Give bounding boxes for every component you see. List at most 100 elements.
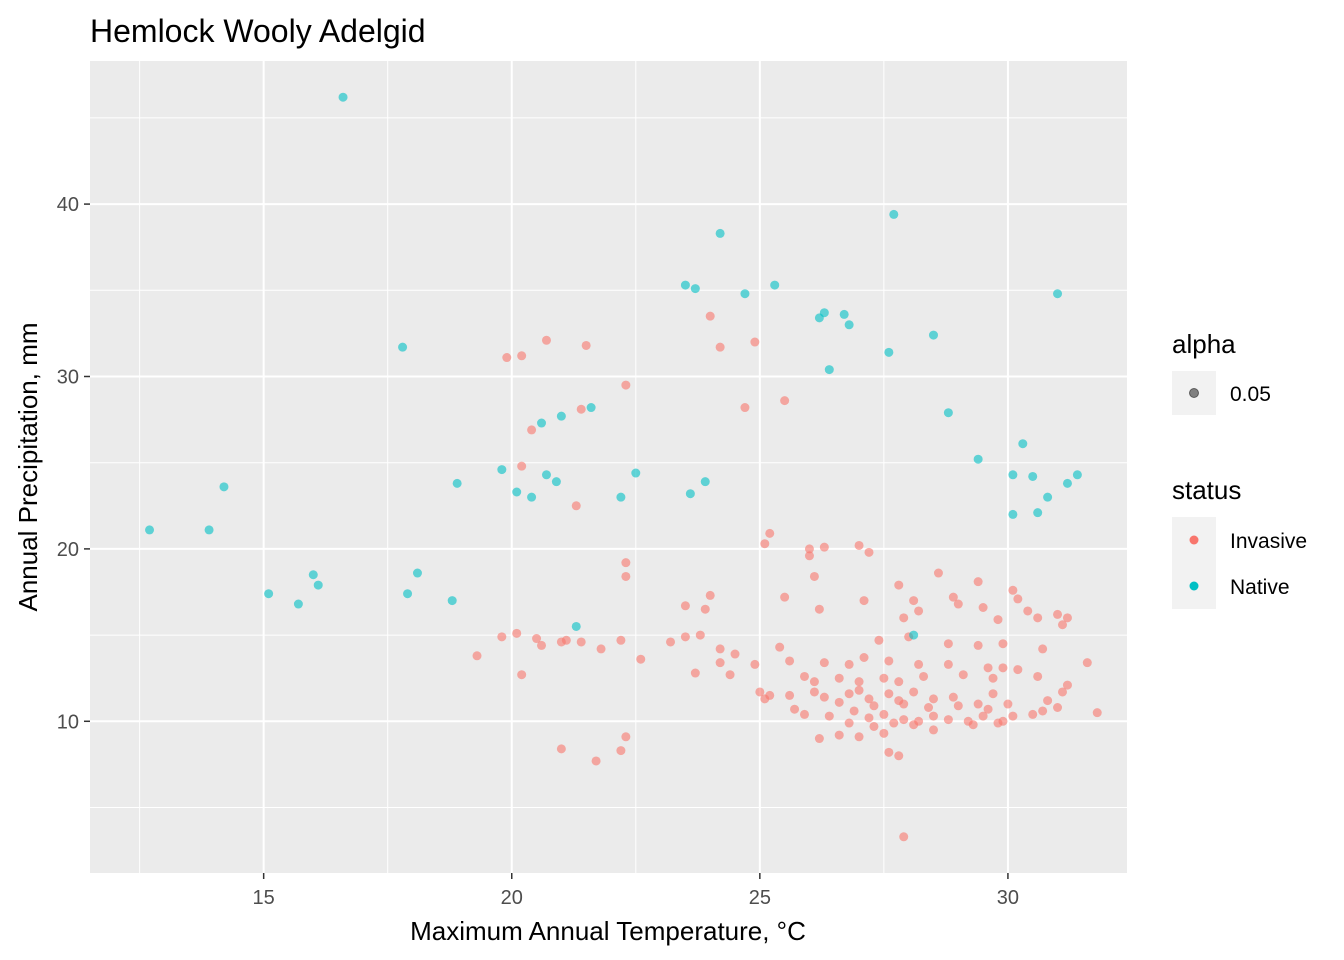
data-point [894,677,904,687]
data-point [1013,594,1023,604]
data-point [859,653,869,663]
data-point [909,596,919,606]
data-point [532,634,542,644]
data-point [680,601,690,611]
data-point [512,628,522,638]
data-point [666,637,676,647]
data-point [869,701,879,711]
data-point [978,603,988,613]
data-point [943,639,953,649]
data-point [338,92,348,102]
data-point [1062,478,1072,488]
data-point [869,721,879,731]
data-point [1057,687,1067,697]
data-point [1008,711,1018,721]
data-point [527,425,537,435]
data-point [556,411,566,421]
data-point [958,670,968,680]
data-point [517,461,527,471]
data-point [804,544,814,554]
data-point [928,694,938,704]
data-point [541,470,551,480]
y-tick-label: 10 [57,711,79,733]
data-point [914,606,924,616]
data-point [497,632,507,642]
data-point [621,380,631,390]
data-point [998,663,1008,673]
data-point [914,659,924,669]
data-point [973,699,983,709]
data-point [1082,658,1092,668]
data-point [884,689,894,699]
data-point [537,640,547,650]
x-tick-label: 25 [749,887,771,909]
data-point [556,744,566,754]
data-point [790,704,800,714]
data-point [983,704,993,714]
data-point [537,418,547,428]
axis-ticks: 15 20 25 30 10 20 30 40 [57,194,1019,909]
data-point [576,637,586,647]
data-point [909,720,919,730]
data-point [636,654,646,664]
data-point [973,454,983,464]
data-point [943,659,953,669]
data-point [834,697,844,707]
data-point [834,730,844,740]
data-point [983,663,993,673]
data-point [750,659,760,669]
data-point [879,728,889,738]
data-point [596,644,606,654]
data-point [874,635,884,645]
data-point [740,403,750,413]
data-point [715,342,725,352]
x-tick-label: 20 [501,887,523,909]
data-point [854,540,864,550]
data-point [988,673,998,683]
data-point [785,656,795,666]
data-point [591,756,601,766]
data-point [715,644,725,654]
data-point [760,539,770,549]
data-point [1023,606,1033,616]
data-point [849,706,859,716]
data-point [621,558,631,568]
data-point [899,613,909,623]
data-point [571,501,581,511]
legend-status-title: status [1172,475,1241,505]
data-point [581,340,591,350]
data-point [219,482,229,492]
data-point [740,289,750,299]
data-point [814,734,824,744]
data-point [517,351,527,361]
data-point [839,309,849,319]
data-point [264,589,274,599]
data-point [859,596,869,606]
data-point [953,701,963,711]
data-point [1038,644,1048,654]
data-point [725,670,735,680]
data-point [621,571,631,581]
data-point [293,599,303,609]
data-point [864,547,874,557]
data-point [968,720,978,730]
data-point [1003,699,1013,709]
data-point [502,353,512,363]
data-point [1008,470,1018,480]
data-point [1053,289,1063,299]
data-point [814,604,824,614]
data-point [809,571,819,581]
data-point [854,685,864,695]
y-tick-label: 30 [57,366,79,388]
chart-title: Hemlock Wooly Adelgid [90,13,426,49]
data-point [884,656,894,666]
data-point [780,592,790,602]
data-point [730,649,740,659]
data-point [1008,509,1018,519]
data-point [879,673,889,683]
data-point [621,732,631,742]
data-point [705,590,715,600]
data-point [541,335,551,345]
data-point [1038,706,1048,716]
data-point [1053,702,1063,712]
